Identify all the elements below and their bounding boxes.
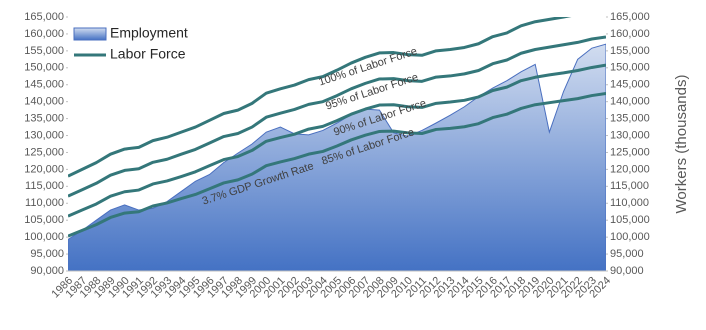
y-tick-label: 165,000 bbox=[24, 11, 64, 23]
y-tick-label: 145,000 bbox=[24, 79, 64, 91]
y-tick-label: 115,000 bbox=[25, 180, 64, 192]
y2-axis-title: Workers (thousands) bbox=[673, 75, 690, 214]
y-tick-label: 90,000 bbox=[30, 265, 64, 277]
legend: Employment Labor Force bbox=[73, 25, 188, 62]
legend-label: Labor Force bbox=[110, 46, 186, 62]
y2-tick-label: 95,000 bbox=[610, 248, 644, 260]
labor-force-line bbox=[68, 63, 606, 218]
y2-tick-label: 90,000 bbox=[610, 265, 644, 277]
y2-tick-label: 120,000 bbox=[610, 163, 650, 175]
y2-tick-label: 160,000 bbox=[610, 28, 650, 40]
y2-tick-label: 110,000 bbox=[610, 197, 649, 209]
legend-label: Employment bbox=[110, 25, 188, 41]
y-tick-label: 95,000 bbox=[30, 248, 64, 260]
y-tick-label: 110,000 bbox=[25, 197, 64, 209]
y2-tick-label: 130,000 bbox=[610, 129, 650, 141]
y2-tick-label: 155,000 bbox=[610, 45, 650, 57]
y2-tick-label: 145,000 bbox=[610, 79, 650, 91]
y-tick-label: 150,000 bbox=[24, 62, 64, 74]
y-tick-label: 135,000 bbox=[24, 113, 64, 125]
y-tick-label: 125,000 bbox=[24, 146, 64, 158]
y2-tick-label: 150,000 bbox=[610, 62, 650, 74]
y2-tick-label: 135,000 bbox=[610, 113, 650, 125]
y2-tick-label: 105,000 bbox=[610, 214, 650, 226]
y2-tick-label: 100,000 bbox=[610, 231, 650, 243]
y2-tick-label: 115,000 bbox=[610, 180, 649, 192]
y2-tick-label: 140,000 bbox=[610, 96, 650, 108]
y-tick-label: 105,000 bbox=[24, 214, 64, 226]
labor-force-line bbox=[68, 92, 606, 238]
y-tick-label: 130,000 bbox=[24, 129, 64, 141]
labor-force-line bbox=[68, 17, 572, 178]
plot-area bbox=[68, 17, 606, 271]
y2-tick-label: 125,000 bbox=[610, 146, 650, 158]
legend-swatch bbox=[73, 27, 107, 41]
y-tick-label: 160,000 bbox=[24, 28, 64, 40]
y-tick-label: 120,000 bbox=[24, 163, 64, 175]
y-tick-label: 140,000 bbox=[24, 96, 64, 108]
labor-force-line bbox=[68, 35, 606, 198]
y2-tick-label: 165,000 bbox=[610, 11, 650, 23]
y-tick-label: 100,000 bbox=[24, 231, 64, 243]
y-tick-label: 155,000 bbox=[24, 45, 64, 57]
